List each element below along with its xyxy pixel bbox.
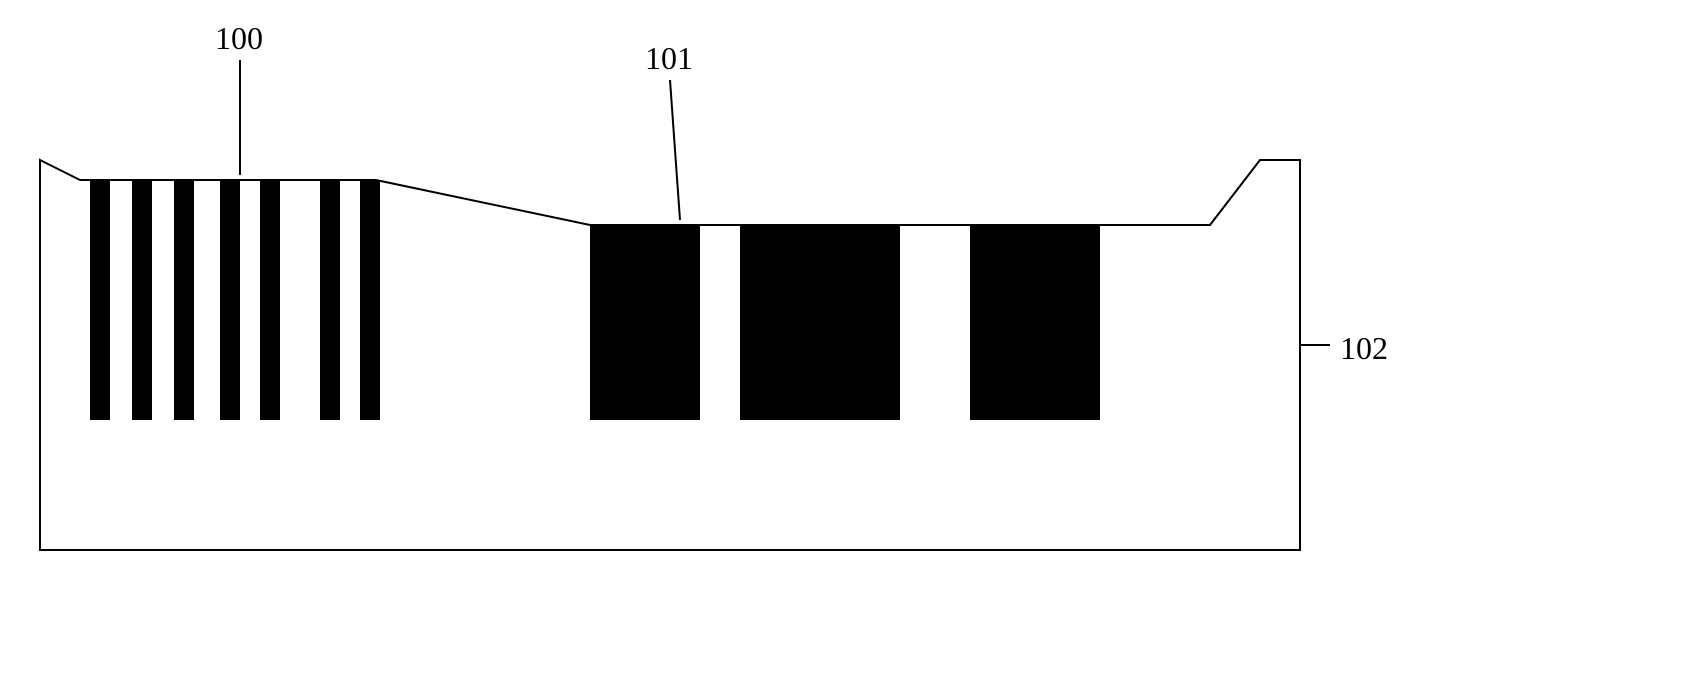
narrow-bar <box>220 180 240 420</box>
wide-bar <box>590 225 700 420</box>
label-102: 102 <box>1340 330 1388 367</box>
narrow-bar <box>260 180 280 420</box>
narrow-bar <box>90 180 110 420</box>
leader-line-101 <box>670 80 680 220</box>
narrow-bars-region <box>90 180 380 420</box>
narrow-bar <box>360 180 380 420</box>
narrow-bar <box>320 180 340 420</box>
wide-bars-region <box>590 225 1100 420</box>
label-100: 100 <box>215 20 263 57</box>
diagram-container: 100 101 102 <box>20 20 1420 580</box>
wide-bar <box>970 225 1100 420</box>
diagram-svg <box>20 20 1420 580</box>
label-101: 101 <box>645 40 693 77</box>
narrow-bar <box>132 180 152 420</box>
wide-bar <box>740 225 900 420</box>
narrow-bar <box>174 180 194 420</box>
